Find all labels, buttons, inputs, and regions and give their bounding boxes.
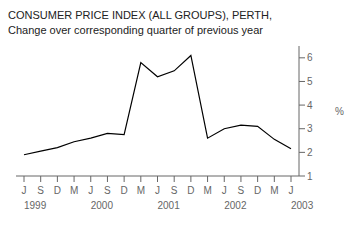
svg-text:6: 6 [307, 52, 313, 63]
svg-text:M: M [270, 185, 278, 196]
svg-text:4: 4 [307, 100, 313, 111]
svg-text:2002: 2002 [224, 200, 247, 211]
svg-text:S: S [238, 185, 245, 196]
svg-text:1999: 1999 [24, 200, 47, 211]
svg-text:5: 5 [307, 76, 313, 87]
svg-text:2001: 2001 [158, 200, 181, 211]
svg-text:D: D [254, 185, 261, 196]
svg-text:M: M [137, 185, 145, 196]
svg-text:%: % [335, 106, 344, 117]
svg-text:M: M [70, 185, 78, 196]
svg-text:2: 2 [307, 147, 313, 158]
svg-text:J: J [289, 185, 294, 196]
svg-text:S: S [37, 185, 44, 196]
html-text:CONSUMER PRICE INDEX (ALL GROU: CONSUMER PRICE INDEX (ALL GROUPS), PERTH… [8, 9, 272, 21]
svg-text:2003: 2003 [291, 200, 314, 211]
svg-text:J: J [88, 185, 93, 196]
svg-text:J: J [222, 185, 227, 196]
html-text:Change over corresponding quar: Change over corresponding quarter of pre… [8, 24, 263, 36]
svg-text:2000: 2000 [91, 200, 114, 211]
svg-text:J: J [155, 185, 160, 196]
svg-text:J: J [22, 185, 27, 196]
svg-text:M: M [203, 185, 211, 196]
svg-text:S: S [104, 185, 111, 196]
svg-text:D: D [121, 185, 128, 196]
svg-text:D: D [54, 185, 61, 196]
svg-text:3: 3 [307, 123, 313, 134]
svg-text:S: S [171, 185, 178, 196]
svg-text:1: 1 [307, 171, 313, 182]
svg-text:D: D [187, 185, 194, 196]
